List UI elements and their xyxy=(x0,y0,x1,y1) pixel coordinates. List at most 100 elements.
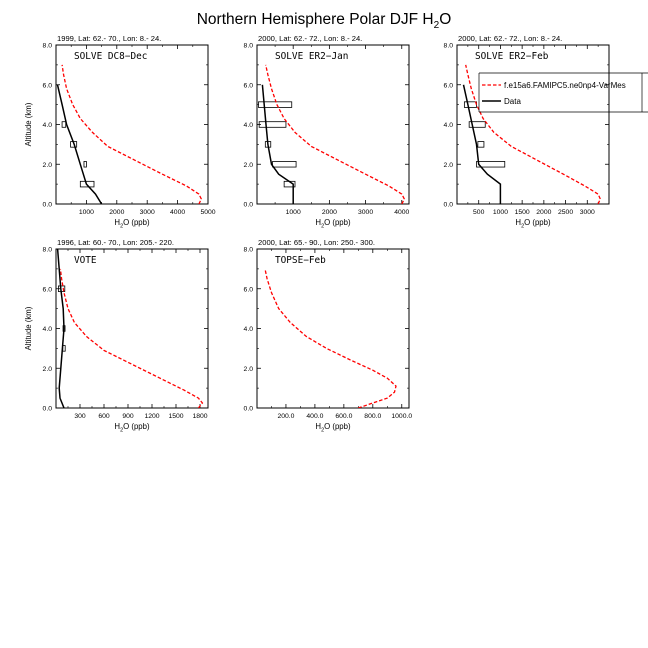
y-tick-label: 6.0 xyxy=(43,82,53,89)
y-tick-label: 8.0 xyxy=(244,247,254,254)
data-range-box xyxy=(272,161,297,168)
figure-title: Northern Hemisphere Polar DJF H2O xyxy=(197,11,452,31)
model-line xyxy=(61,64,203,204)
model-line xyxy=(465,64,602,204)
x-tick-label: 1800 xyxy=(192,413,207,420)
x-tick-label: 1000 xyxy=(79,209,94,216)
data-range-box xyxy=(79,180,95,188)
x-tick-label: 500 xyxy=(473,209,485,216)
y-tick-label: 0.0 xyxy=(244,202,254,209)
panel-header: 2000, Lat: 65.- 90., Lon: 250.- 300. xyxy=(258,238,375,247)
data-range-box xyxy=(258,101,293,108)
panel-5: 2000, Lat: 65.- 90., Lon: 250.- 300. TOPS… xyxy=(244,238,413,434)
x-tick-label: 900 xyxy=(122,413,134,420)
x-tick-label: 200.0 xyxy=(277,413,294,420)
data-range-box xyxy=(61,121,67,128)
y-tick-label: 6.0 xyxy=(244,286,254,293)
model-line xyxy=(264,268,397,408)
campaign-label: SOLVE ER2−Jan xyxy=(275,51,348,62)
data-range-box xyxy=(468,121,486,128)
y-tick-label: 0.0 xyxy=(444,202,454,209)
y-tick-label: 0.0 xyxy=(43,202,53,209)
x-tick-label: 600.0 xyxy=(335,413,352,420)
x-tick-label: 2000 xyxy=(109,209,124,216)
y-tick-label: 2.0 xyxy=(444,162,454,169)
y-tick-label: 8.0 xyxy=(444,43,454,50)
plot-area xyxy=(56,249,204,408)
y-tick-label: 4.0 xyxy=(244,122,254,129)
campaign-label: TOPSE−Feb xyxy=(275,255,326,266)
panel-1: 1999, Lat: 62.- 70., Lon: 8.- 24. SOLVE D… xyxy=(24,34,216,230)
x-tick-label: 1000 xyxy=(286,209,301,216)
panels: 1999, Lat: 62.- 70., Lon: 8.- 24. SOLVE D… xyxy=(24,34,610,434)
x-axis-label: H2O (ppb) xyxy=(114,218,150,230)
model-line xyxy=(265,64,406,204)
panel-4: 1996, Lat: 60.- 70., Lon: 205.- 220. VOTE… xyxy=(24,238,209,434)
x-tick-label: 300 xyxy=(74,413,86,420)
y-tick-label: 6.0 xyxy=(444,82,454,89)
data-line xyxy=(56,84,103,204)
legend-data-label: Data xyxy=(504,97,521,106)
x-tick-label: 3000 xyxy=(358,209,373,216)
x-tick-label: 3000 xyxy=(140,209,155,216)
y-tick-label: 2.0 xyxy=(43,366,53,373)
x-axis-label: H2O (ppb) xyxy=(515,218,551,230)
data-line xyxy=(56,249,65,408)
y-tick-label: 0.0 xyxy=(43,406,53,413)
x-tick-label: 800.0 xyxy=(364,413,381,420)
x-tick-label: 4000 xyxy=(170,209,185,216)
x-tick-label: 1000.0 xyxy=(391,413,412,420)
x-tick-label: 1500 xyxy=(168,413,183,420)
data-range-box xyxy=(476,161,506,168)
x-axis-label: H2O (ppb) xyxy=(114,422,150,434)
plot-frame xyxy=(256,44,410,205)
y-tick-label: 8.0 xyxy=(43,43,53,50)
x-tick-label: 2500 xyxy=(558,209,573,216)
panel-header: 1996, Lat: 60.- 70., Lon: 205.- 220. xyxy=(57,238,174,247)
panel-header: 1999, Lat: 62.- 70., Lon: 8.- 24. xyxy=(57,34,161,43)
x-tick-label: 400.0 xyxy=(306,413,323,420)
y-tick-label: 0.0 xyxy=(244,406,254,413)
x-tick-label: 600 xyxy=(98,413,110,420)
data-range-box xyxy=(463,101,477,108)
model-line xyxy=(59,268,204,408)
y-tick-label: 2.0 xyxy=(244,366,254,373)
x-tick-label: 1000 xyxy=(493,209,508,216)
y-axis-label: Altitude (km) xyxy=(24,102,33,146)
y-tick-label: 4.0 xyxy=(444,122,454,129)
campaign-label: SOLVE ER2−Feb xyxy=(475,51,549,62)
y-tick-label: 8.0 xyxy=(244,43,254,50)
legend-model-label: f.e15a6.FAMIPC5.ne0np4-VarMes xyxy=(504,81,626,90)
plot-area xyxy=(462,64,602,204)
data-range-box xyxy=(477,141,485,148)
x-tick-label: 1500 xyxy=(515,209,530,216)
y-axis-label: Altitude (km) xyxy=(24,306,33,350)
y-tick-label: 4.0 xyxy=(244,326,254,333)
plot-area xyxy=(258,64,406,204)
x-tick-label: 2000 xyxy=(322,209,337,216)
plot-frame xyxy=(456,44,610,205)
plot-frame xyxy=(55,44,209,205)
y-tick-label: 2.0 xyxy=(244,162,254,169)
x-tick-label: 4000 xyxy=(394,209,409,216)
x-tick-label: 2000 xyxy=(536,209,551,216)
panel-header: 2000, Lat: 62.- 72., Lon: 8.- 24. xyxy=(458,34,562,43)
y-tick-label: 6.0 xyxy=(43,286,53,293)
y-tick-label: 2.0 xyxy=(43,162,53,169)
legend: f.e15a6.FAMIPC5.ne0np4-VarMes Data xyxy=(478,72,648,113)
panel-3: 2000, Lat: 62.- 72., Lon: 8.- 24. SOLVE E… xyxy=(444,34,610,230)
y-tick-label: 6.0 xyxy=(244,82,254,89)
panel-header: 2000, Lat: 62.- 72., Lon: 8.- 24. xyxy=(258,34,362,43)
x-axis-label: H2O (ppb) xyxy=(315,218,351,230)
data-line xyxy=(462,84,502,204)
y-tick-label: 4.0 xyxy=(43,326,53,333)
campaign-label: SOLVE DC8−Dec xyxy=(74,51,147,62)
x-tick-label: 5000 xyxy=(200,209,215,216)
plot-frame xyxy=(256,248,410,409)
data-range-box xyxy=(258,121,287,128)
plot-area xyxy=(264,268,397,408)
y-tick-label: 8.0 xyxy=(43,247,53,254)
y-tick-label: 4.0 xyxy=(43,122,53,129)
x-tick-label: 3000 xyxy=(580,209,595,216)
